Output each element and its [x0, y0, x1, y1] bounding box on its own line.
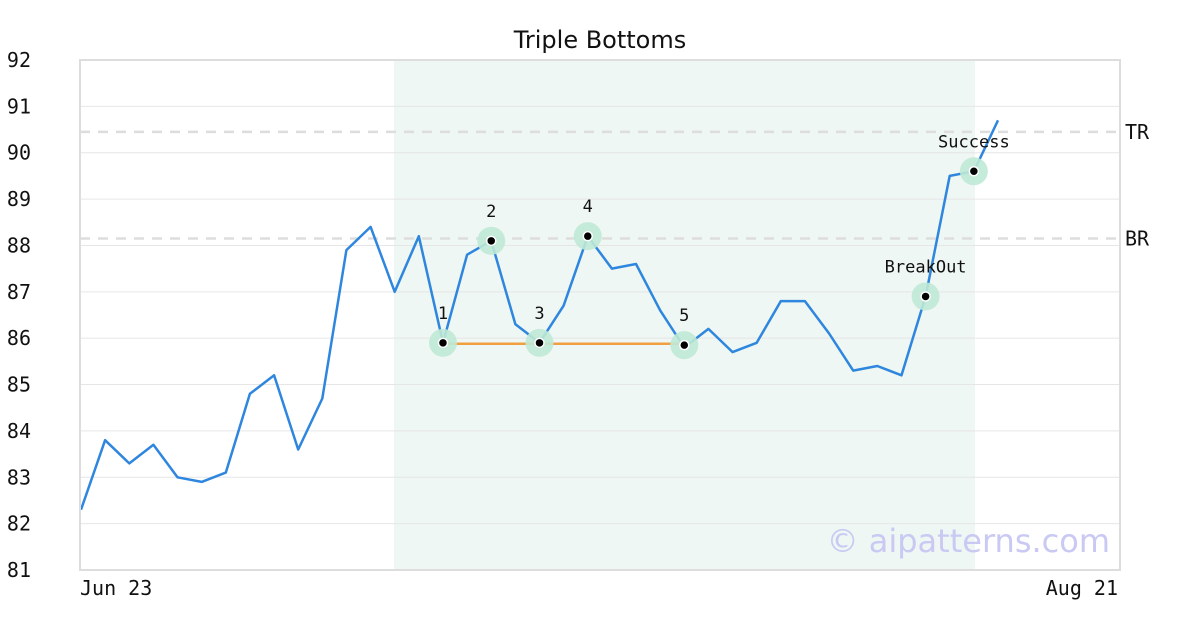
y-tick-label-83: 83	[7, 465, 31, 489]
y-tick-label-89: 89	[7, 187, 31, 211]
point-marker-1	[437, 337, 449, 349]
y-tick-label-85: 85	[7, 373, 31, 397]
point-marker-success	[968, 166, 980, 177]
point-label-3: 3	[534, 304, 544, 324]
y-tick-label-91: 91	[7, 94, 31, 118]
pattern-points: 1 2 3 4 5 BreakOut Success	[428, 132, 1010, 360]
plot-frame	[79, 59, 1121, 571]
watermark: © aipatterns.com	[827, 522, 1110, 560]
x-tick-label-end: Aug 21	[1046, 576, 1118, 600]
point-marker-breakout	[920, 291, 931, 302]
y-tick-label-82: 82	[7, 512, 31, 536]
y-tick-label-84: 84	[7, 419, 31, 443]
point-label-5: 5	[679, 306, 689, 326]
reference-lines: TR BR	[80, 120, 1150, 251]
chart-title: Triple Bottoms	[513, 26, 687, 54]
y-tick-label-87: 87	[7, 280, 31, 304]
x-tick-label-start: Jun 23	[80, 576, 152, 600]
point-marker-3	[534, 337, 545, 349]
y-tick-label-86: 86	[7, 326, 31, 350]
y-tick-label-81: 81	[7, 558, 31, 582]
y-tick-label-90: 90	[7, 141, 31, 165]
point-label-1: 1	[438, 304, 448, 324]
gridlines	[80, 105, 1120, 525]
point-marker-4	[582, 230, 594, 242]
reference-label-br: BR	[1125, 227, 1150, 251]
point-label-breakout: BreakOut	[885, 257, 967, 277]
point-label-4: 4	[583, 197, 593, 217]
highlight-region-rect	[394, 60, 975, 570]
point-label-2: 2	[486, 202, 496, 222]
point-marker-5	[679, 339, 690, 351]
y-axis-ticks: 81 82 83 84 85 86 87 88 89 90 91 92	[7, 48, 31, 582]
point-label-success: Success	[938, 132, 1010, 152]
y-tick-label-92: 92	[7, 48, 31, 72]
x-axis-ticks: Jun 23 Aug 21	[80, 576, 1118, 600]
reference-label-tr: TR	[1125, 120, 1150, 144]
pattern-highlight-region	[394, 60, 975, 570]
y-tick-label-88: 88	[7, 233, 31, 257]
point-marker-2	[485, 235, 497, 247]
